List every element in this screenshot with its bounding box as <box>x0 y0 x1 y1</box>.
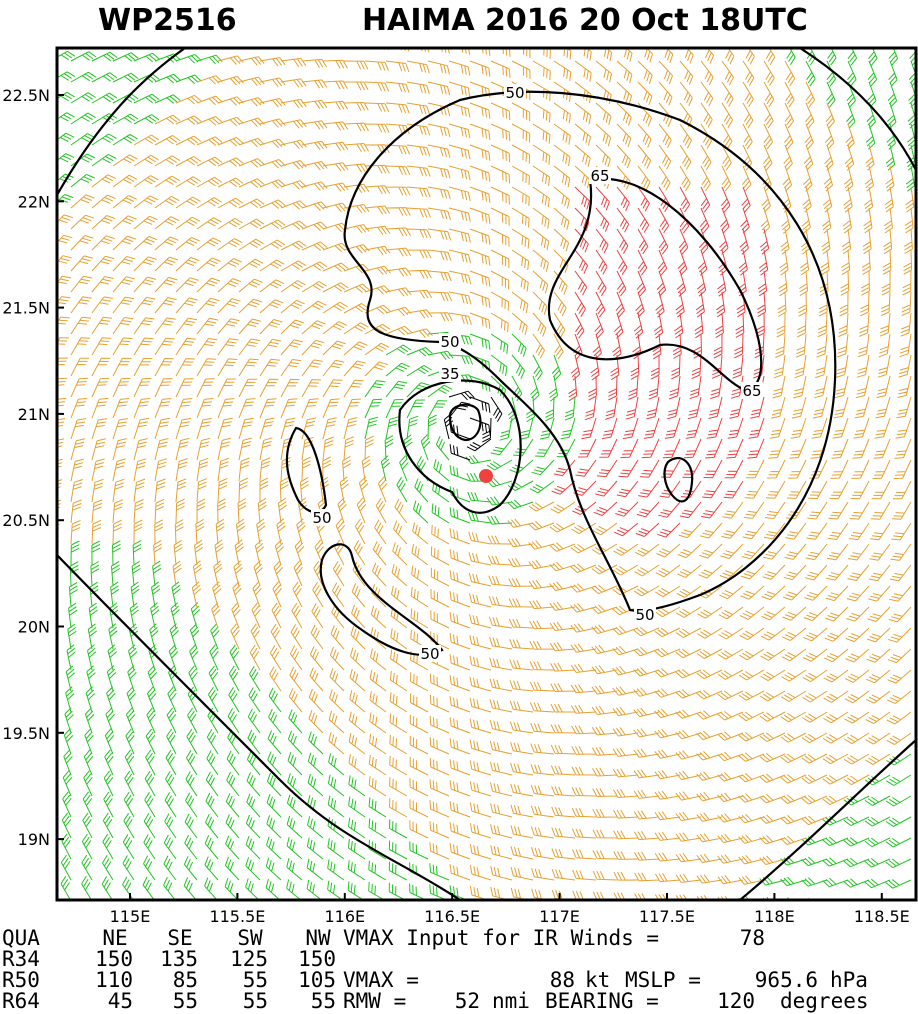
contour-label: 50 <box>312 509 331 527</box>
table-cell: 55 <box>173 989 198 1013</box>
lat-label: 19.5N <box>2 724 50 743</box>
table-cell: 85 <box>173 968 198 992</box>
contour <box>799 48 916 171</box>
table-cell: 55 <box>243 968 268 992</box>
contour-label: 50 <box>440 333 459 351</box>
contour-label-bg <box>589 167 611 184</box>
lon-label: 118E <box>754 907 795 926</box>
table-cell: 105 <box>298 968 336 992</box>
table-header: SW <box>237 926 263 950</box>
table-cell: R34 <box>2 947 40 971</box>
table-cell: 55 <box>243 989 268 1013</box>
contour-label-bg <box>741 382 763 399</box>
storm-center <box>479 469 493 483</box>
contour <box>547 177 763 392</box>
map-frame <box>55 46 918 902</box>
table-cell: 150 <box>298 947 336 971</box>
contours <box>57 48 916 900</box>
lat-label: 22N <box>18 192 50 211</box>
contour-label-bg <box>634 606 656 623</box>
info-rmw: 52 <box>455 989 480 1013</box>
info-bearing-label: BEARING = <box>545 989 659 1013</box>
lon-label: 117E <box>539 907 580 926</box>
info-mslp-unit: hPa <box>830 968 868 992</box>
contour <box>739 739 916 900</box>
table-cell: 45 <box>108 989 133 1013</box>
lat-label: 20N <box>18 618 50 637</box>
contour-label-bg <box>504 84 526 101</box>
lat-label: 21N <box>18 405 50 424</box>
info-mslp: 965.6 <box>755 968 818 992</box>
info-vmax-label: VMAX = <box>343 968 419 992</box>
table-header: NW <box>305 926 331 950</box>
info-bearing: 120 <box>717 989 755 1013</box>
contour <box>663 457 694 503</box>
info-bearing-unit: degrees <box>780 989 869 1013</box>
table-cell: 110 <box>95 968 133 992</box>
contour <box>319 543 444 656</box>
wind-barbs <box>57 48 916 900</box>
lon-label: 116E <box>324 907 365 926</box>
storm-id: WP2516 <box>98 3 237 38</box>
info-rmw-unit: nmi <box>492 989 530 1013</box>
info-vmax-input: 78 <box>740 926 765 950</box>
table-header: QUA <box>2 926 40 950</box>
lon-label: 115E <box>110 907 151 926</box>
contour-label: 65 <box>590 167 609 185</box>
table-cell: 135 <box>160 947 198 971</box>
contour-label: 50 <box>635 606 654 624</box>
title: HAIMA 2016 20 Oct 18UTC <box>362 3 808 38</box>
info-rmw-label: RMW = <box>343 989 406 1013</box>
contour <box>398 379 522 514</box>
barb-group <box>551 186 770 538</box>
contour <box>57 554 461 900</box>
table-cell: 125 <box>230 947 268 971</box>
table-cell: 55 <box>311 989 336 1013</box>
table-cell: R64 <box>2 989 40 1013</box>
lon-label: 117.5E <box>639 907 695 926</box>
contour-label: 50 <box>505 84 524 102</box>
table-cell: 150 <box>95 947 133 971</box>
lat-label: 22.5N <box>2 86 50 105</box>
contour-label-bg <box>439 365 461 382</box>
contour-label: 65 <box>742 382 761 400</box>
lat-label: 19N <box>18 830 50 849</box>
contour-label-bg <box>311 509 333 526</box>
contour <box>343 90 837 612</box>
info-mslp-label: MSLP = <box>625 968 701 992</box>
contour-labels: 50 65 65 50 35 50 50 50 <box>311 84 763 663</box>
table-header: NE <box>102 926 127 950</box>
barb-group <box>443 390 503 461</box>
info-vmax-input-label: VMAX Input for IR Winds = <box>343 926 659 950</box>
contour-label: 35 <box>440 365 459 383</box>
lon-label: 115.5E <box>209 907 265 926</box>
contour <box>448 403 482 442</box>
contour-label-bg <box>439 333 461 350</box>
contour-label-bg <box>419 645 441 662</box>
axis-ticks: 22.5N 22N 21.5N 21N 20.5N 20N 19.5N 19N 115E 115.… <box>2 86 909 926</box>
contour-label: 50 <box>420 645 439 663</box>
barb-group <box>57 48 915 900</box>
contour <box>57 48 186 196</box>
info-vmax-unit: kt <box>585 968 610 992</box>
info-vmax: 88 <box>550 968 575 992</box>
lon-label: 116.5E <box>424 907 480 926</box>
lat-label: 21.5N <box>2 299 50 318</box>
lon-label: 118.5E <box>854 907 910 926</box>
lat-label: 20.5N <box>2 511 50 530</box>
table-cell: R50 <box>2 968 40 992</box>
table-header: SE <box>167 926 192 950</box>
